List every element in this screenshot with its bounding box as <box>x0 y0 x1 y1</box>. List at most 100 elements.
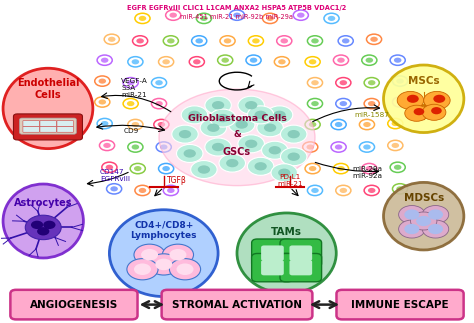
Circle shape <box>167 188 174 193</box>
Circle shape <box>139 188 146 193</box>
Circle shape <box>278 59 286 64</box>
Circle shape <box>392 121 399 126</box>
Text: CD4+/CD8+
Lymphocytes: CD4+/CD8+ Lymphocytes <box>130 221 197 240</box>
Circle shape <box>238 135 264 153</box>
Circle shape <box>255 162 267 171</box>
Circle shape <box>404 209 419 220</box>
Ellipse shape <box>383 182 464 250</box>
Circle shape <box>281 38 288 44</box>
Text: TAMs: TAMs <box>271 227 302 237</box>
Circle shape <box>422 220 449 238</box>
Circle shape <box>162 166 170 171</box>
FancyBboxPatch shape <box>261 260 284 275</box>
FancyBboxPatch shape <box>40 126 56 132</box>
Circle shape <box>297 13 305 18</box>
Circle shape <box>207 124 219 132</box>
Circle shape <box>342 38 349 44</box>
FancyBboxPatch shape <box>57 121 73 126</box>
Circle shape <box>132 59 139 64</box>
Circle shape <box>110 186 118 192</box>
Circle shape <box>137 38 144 44</box>
Circle shape <box>407 95 419 103</box>
Circle shape <box>139 16 146 21</box>
FancyBboxPatch shape <box>10 290 137 319</box>
Circle shape <box>245 140 257 148</box>
Circle shape <box>127 80 135 85</box>
Circle shape <box>224 38 231 44</box>
Circle shape <box>288 152 300 161</box>
FancyBboxPatch shape <box>13 114 82 140</box>
Circle shape <box>365 166 373 171</box>
Text: ANGIOGENESIS: ANGIOGENESIS <box>30 300 118 310</box>
Circle shape <box>183 149 196 158</box>
Circle shape <box>255 111 267 119</box>
Circle shape <box>311 38 319 44</box>
Circle shape <box>200 119 227 137</box>
Circle shape <box>394 165 401 170</box>
Circle shape <box>396 78 404 84</box>
Circle shape <box>245 101 257 109</box>
Circle shape <box>266 16 274 21</box>
Circle shape <box>271 164 298 182</box>
Circle shape <box>172 125 198 143</box>
Circle shape <box>101 121 109 126</box>
Circle shape <box>99 99 106 105</box>
Circle shape <box>101 57 109 63</box>
Circle shape <box>266 106 293 124</box>
Circle shape <box>431 107 442 114</box>
Circle shape <box>392 143 399 148</box>
Text: EGFR EGFRvIII CLIC1 L1CAM ANXA2 HSPA5 ATP5B VDAC1/2: EGFR EGFRvIII CLIC1 L1CAM ANXA2 HSPA5 AT… <box>128 5 346 11</box>
FancyBboxPatch shape <box>337 290 464 319</box>
Circle shape <box>212 101 224 109</box>
Circle shape <box>217 114 229 122</box>
Ellipse shape <box>3 68 93 149</box>
Circle shape <box>106 165 113 170</box>
Text: IMMUNE ESCAPE: IMMUNE ESCAPE <box>351 300 449 310</box>
FancyBboxPatch shape <box>252 239 293 267</box>
Circle shape <box>37 227 49 235</box>
Circle shape <box>405 105 428 121</box>
Circle shape <box>198 165 210 174</box>
Circle shape <box>155 259 172 270</box>
FancyBboxPatch shape <box>23 121 39 126</box>
Circle shape <box>397 91 424 109</box>
Circle shape <box>368 80 375 85</box>
Circle shape <box>233 13 241 18</box>
Circle shape <box>399 205 425 224</box>
Circle shape <box>193 59 201 64</box>
Circle shape <box>414 108 424 115</box>
Circle shape <box>179 130 191 138</box>
Circle shape <box>363 144 371 150</box>
Circle shape <box>250 57 257 63</box>
Circle shape <box>368 188 375 193</box>
Circle shape <box>416 216 431 226</box>
Circle shape <box>157 122 165 127</box>
Circle shape <box>99 78 106 84</box>
Circle shape <box>132 122 139 127</box>
Circle shape <box>167 38 174 44</box>
FancyBboxPatch shape <box>280 239 321 267</box>
Circle shape <box>162 244 193 266</box>
Circle shape <box>210 109 236 127</box>
Text: Endothelial
Cells: Endothelial Cells <box>17 78 79 100</box>
Ellipse shape <box>159 89 315 186</box>
Circle shape <box>247 106 274 124</box>
FancyBboxPatch shape <box>280 254 321 282</box>
Circle shape <box>205 96 231 114</box>
FancyBboxPatch shape <box>23 126 39 132</box>
Circle shape <box>309 122 317 127</box>
Circle shape <box>134 166 142 171</box>
Circle shape <box>396 186 404 192</box>
Text: CD9: CD9 <box>124 128 139 134</box>
Circle shape <box>148 254 179 275</box>
Circle shape <box>428 209 443 220</box>
Circle shape <box>281 125 307 143</box>
Text: STROMAL ACTIVATION: STROMAL ACTIVATION <box>172 300 302 310</box>
Circle shape <box>108 37 116 42</box>
Circle shape <box>424 91 450 109</box>
Text: Astrocytes: Astrocytes <box>14 198 73 208</box>
Circle shape <box>365 57 373 63</box>
Circle shape <box>43 221 55 229</box>
Text: miR-451 miR-21 miR-92b miR-29a: miR-451 miR-21 miR-92b miR-29a <box>181 14 293 20</box>
Circle shape <box>370 37 378 42</box>
